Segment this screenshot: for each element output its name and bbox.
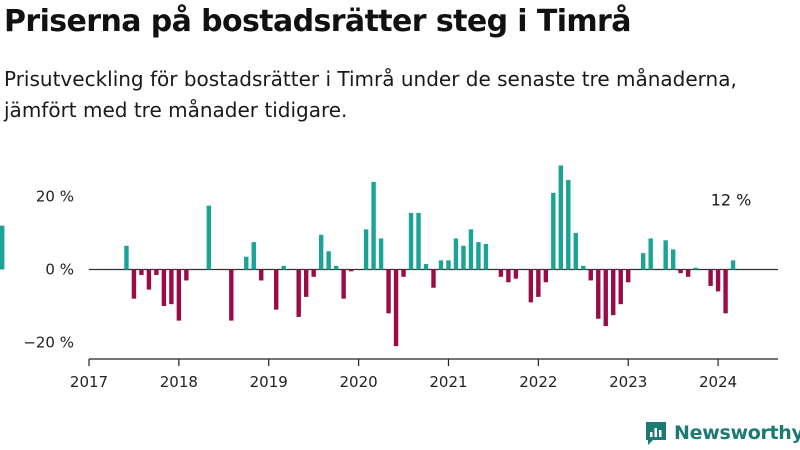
bar — [318, 234, 324, 270]
bar — [124, 245, 129, 270]
x-tick-label: 2023 — [609, 373, 647, 391]
bar — [678, 269, 683, 274]
page-subtitle: Prisutveckling för bostadsrätter i Timrå… — [4, 67, 737, 122]
bar — [333, 265, 339, 270]
bar — [596, 269, 601, 319]
bar — [476, 242, 481, 270]
x-tick-label: 2024 — [699, 373, 737, 391]
bar — [363, 229, 369, 270]
bar — [311, 269, 316, 277]
bar — [416, 212, 421, 270]
bar — [296, 269, 301, 317]
bar — [303, 269, 309, 297]
bar — [558, 165, 564, 270]
bar — [551, 192, 556, 270]
bar — [536, 269, 541, 297]
bar — [408, 212, 414, 270]
bar — [723, 269, 728, 314]
bar — [641, 253, 646, 270]
bar — [543, 269, 549, 283]
bar — [393, 269, 399, 347]
bar — [618, 269, 623, 305]
bar — [326, 251, 331, 270]
newsworthy-logo: Newsworthy — [644, 420, 800, 446]
bar — [341, 269, 346, 299]
bar — [603, 269, 608, 327]
newsworthy-logo-icon — [646, 422, 666, 445]
bar — [371, 181, 376, 270]
bar — [468, 229, 474, 270]
bar — [513, 269, 519, 279]
x-tick-label: 2017 — [70, 373, 108, 391]
bar — [259, 269, 264, 281]
bar — [446, 260, 451, 270]
bar — [161, 269, 167, 306]
bar — [431, 269, 436, 288]
bar — [0, 225, 5, 270]
bar — [588, 269, 593, 281]
x-tick-label: 2022 — [519, 373, 557, 391]
bar — [184, 269, 189, 281]
bar — [506, 269, 511, 283]
bar — [730, 260, 736, 270]
bar — [169, 269, 174, 305]
bar — [528, 269, 534, 303]
y-tick-label: −20 % — [23, 334, 74, 352]
bar — [274, 269, 279, 310]
bar — [423, 264, 429, 270]
bar — [176, 269, 182, 321]
bar — [251, 242, 256, 270]
y-tick-label: 20 % — [36, 188, 74, 206]
bar — [566, 180, 571, 270]
x-tick-label: 2021 — [429, 373, 467, 391]
bar — [498, 269, 504, 277]
bar — [154, 269, 159, 275]
newsworthy-logo-text: Newsworthy — [674, 422, 800, 444]
bar — [693, 267, 698, 270]
bar — [708, 269, 713, 286]
bar — [139, 269, 144, 275]
bar — [348, 269, 354, 272]
x-tick-label: 2020 — [340, 373, 378, 391]
bar — [670, 249, 676, 270]
bar — [581, 265, 586, 270]
bar — [715, 269, 721, 292]
bar — [483, 243, 489, 270]
page-title: Priserna på bostadsrätter steg i Timrå — [4, 4, 631, 39]
bar — [146, 269, 152, 290]
bar — [461, 245, 466, 270]
bar — [244, 256, 249, 270]
bar — [131, 269, 137, 299]
bar — [685, 269, 691, 277]
bar — [401, 269, 406, 277]
bar — [386, 269, 391, 314]
bar — [281, 265, 286, 270]
bar — [626, 269, 631, 283]
bar — [573, 233, 578, 270]
bar — [611, 269, 616, 316]
bar — [206, 205, 212, 270]
bar-annotation-label: 12 % — [711, 191, 752, 210]
x-tick-label: 2018 — [160, 373, 198, 391]
bar — [438, 260, 444, 270]
bar — [378, 238, 384, 270]
bar — [648, 238, 653, 270]
x-tick-label: 2019 — [250, 373, 288, 391]
bar — [453, 238, 459, 270]
bar — [663, 240, 668, 270]
y-tick-label: 0 % — [45, 261, 74, 279]
bar — [229, 269, 234, 321]
